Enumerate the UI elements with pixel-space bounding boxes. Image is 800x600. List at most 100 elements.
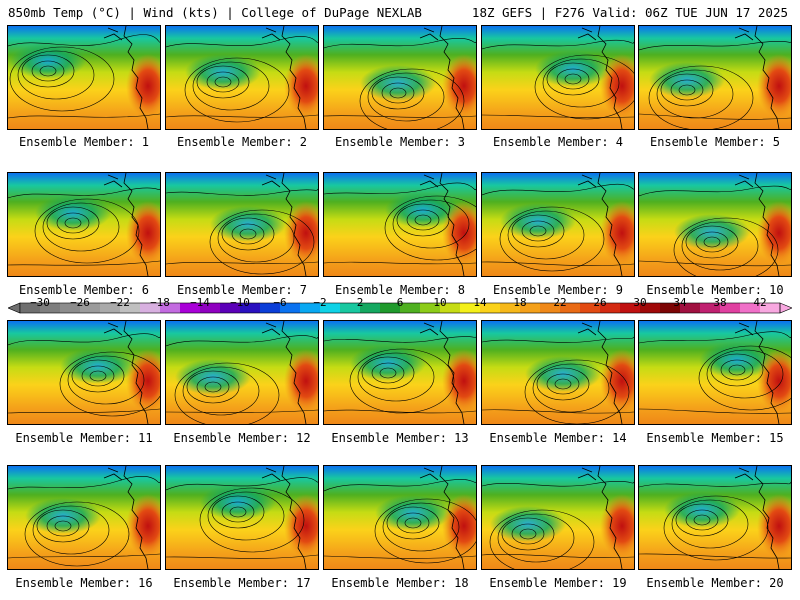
temperature-map [166, 26, 318, 129]
colorbar-bin [480, 303, 501, 313]
ensemble-member-label: Ensemble Member: 9 [492, 283, 624, 297]
ensemble-map-7 [165, 172, 319, 277]
colorbar-bin [160, 303, 181, 313]
colorbar-bin [360, 303, 381, 313]
colorbar-bin [140, 303, 161, 313]
ensemble-member-label: Ensemble Member: 12 [173, 431, 311, 445]
temperature-map [639, 321, 791, 424]
colorbar-bin [740, 303, 761, 313]
temperature-map [8, 466, 160, 569]
ensemble-map-6 [7, 172, 161, 277]
ensemble-map-11 [7, 320, 161, 425]
ensemble-map-2 [165, 25, 319, 130]
ensemble-member-label: Ensemble Member: 7 [176, 283, 308, 297]
colorbar-bin [340, 303, 361, 313]
colorbar-bin [420, 303, 441, 313]
colorbar-tick-label: 34 [673, 296, 687, 309]
temperature-map [482, 26, 634, 129]
ensemble-member-label: Ensemble Member: 16 [15, 576, 153, 590]
temperature-map [482, 321, 634, 424]
ensemble-map-13 [323, 320, 477, 425]
colorbar-tick-label: 2 [356, 296, 364, 309]
ensemble-map-19 [481, 465, 635, 570]
temperature-colorbar [8, 302, 792, 314]
colorbar-bin [720, 303, 741, 313]
colorbar-min-arrow [8, 302, 21, 314]
colorbar-bin [640, 303, 661, 313]
colorbar-tick-label: 38 [713, 296, 727, 309]
colorbar-bin [220, 303, 241, 313]
colorbar-bin [260, 303, 281, 313]
colorbar-bin [440, 303, 461, 313]
colorbar-bin [660, 303, 681, 313]
colorbar-bin [380, 303, 401, 313]
colorbar-tick-label: 6 [396, 296, 404, 309]
ensemble-member-label: Ensemble Member: 17 [173, 576, 311, 590]
colorbar-bin [200, 303, 221, 313]
ensemble-member-label: Ensemble Member: 14 [489, 431, 627, 445]
colorbar-bin [600, 303, 621, 313]
ensemble-map-14 [481, 320, 635, 425]
ensemble-member-label: Ensemble Member: 10 [646, 283, 784, 297]
temperature-map [639, 26, 791, 129]
colorbar-tick-label: 30 [633, 296, 647, 309]
colorbar-bin [400, 303, 421, 313]
ensemble-map-3 [323, 25, 477, 130]
temperature-map [166, 173, 318, 276]
colorbar-max-arrow [779, 302, 792, 314]
colorbar-bin [320, 303, 341, 313]
colorbar-bin [500, 303, 521, 313]
ensemble-member-label: Ensemble Member: 8 [334, 283, 466, 297]
ensemble-member-label: Ensemble Member: 13 [331, 431, 469, 445]
ensemble-map-1 [7, 25, 161, 130]
colorbar-bin [580, 303, 601, 313]
ensemble-member-label: Ensemble Member: 18 [331, 576, 469, 590]
ensemble-map-12 [165, 320, 319, 425]
colorbar-tick-label: 42 [753, 296, 767, 309]
ensemble-member-label: Ensemble Member: 5 [649, 135, 781, 149]
colorbar-bin [620, 303, 641, 313]
colorbar-tick-label: −10 [230, 296, 250, 309]
colorbar-bin [180, 303, 201, 313]
ensemble-map-17 [165, 465, 319, 570]
ensemble-map-10 [638, 172, 792, 277]
colorbar-tick-label: −18 [150, 296, 170, 309]
run-valid-time: 18Z GEFS | F276 Valid: 06Z TUE JUN 17 20… [471, 5, 788, 20]
ensemble-map-5 [638, 25, 792, 130]
ensemble-map-9 [481, 172, 635, 277]
temperature-map [8, 173, 160, 276]
colorbar-bin [300, 303, 321, 313]
map-title: 850mb Temp (°C) | Wind (kts) | College o… [8, 5, 422, 20]
temperature-map [166, 321, 318, 424]
ensemble-member-label: Ensemble Member: 20 [646, 576, 784, 590]
colorbar-bin [560, 303, 581, 313]
temperature-map [639, 466, 791, 569]
colorbar-bin [460, 303, 481, 313]
colorbar-tick-label: −22 [110, 296, 130, 309]
colorbar-tick-label: −2 [313, 296, 327, 309]
ensemble-map-18 [323, 465, 477, 570]
colorbar-bin [80, 303, 101, 313]
ensemble-map-8 [323, 172, 477, 277]
colorbar-bin [760, 303, 781, 313]
colorbar-bin [280, 303, 301, 313]
temperature-map [324, 26, 476, 129]
temperature-map [482, 466, 634, 569]
ensemble-map-16 [7, 465, 161, 570]
colorbar-tick-label: −26 [70, 296, 90, 309]
ensemble-map-4 [481, 25, 635, 130]
ensemble-member-label: Ensemble Member: 19 [489, 576, 627, 590]
colorbar-tick-label: 22 [553, 296, 567, 309]
ensemble-map-20 [638, 465, 792, 570]
colorbar-outline [19, 302, 781, 314]
ensemble-map-15 [638, 320, 792, 425]
colorbar-bin [240, 303, 261, 313]
colorbar-tick-label: 10 [433, 296, 447, 309]
colorbar-bin [120, 303, 141, 313]
colorbar-bin [680, 303, 701, 313]
colorbar-tick-label: −30 [30, 296, 50, 309]
ensemble-member-label: Ensemble Member: 11 [15, 431, 153, 445]
colorbar-bin [60, 303, 81, 313]
colorbar-bin [520, 303, 541, 313]
temperature-map [324, 173, 476, 276]
